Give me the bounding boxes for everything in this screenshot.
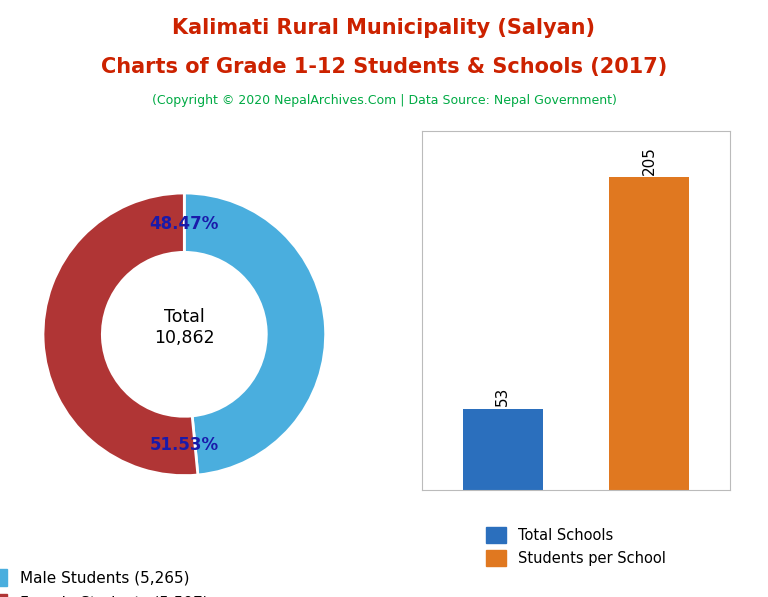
Text: 53: 53 [495,387,511,407]
Wedge shape [184,193,326,475]
Text: (Copyright © 2020 NepalArchives.Com | Data Source: Nepal Government): (Copyright © 2020 NepalArchives.Com | Da… [151,94,617,107]
Bar [609,177,690,490]
Legend: Male Students (5,265), Female Students (5,597): Male Students (5,265), Female Students (… [0,563,214,597]
Legend: Total Schools, Students per School: Total Schools, Students per School [480,521,672,572]
Text: 48.47%: 48.47% [150,215,219,233]
Text: Total
10,862: Total 10,862 [154,308,214,347]
Text: 51.53%: 51.53% [150,436,219,454]
Text: Charts of Grade 1-12 Students & Schools (2017): Charts of Grade 1-12 Students & Schools … [101,57,667,77]
Text: Kalimati Rural Municipality (Salyan): Kalimati Rural Municipality (Salyan) [173,18,595,38]
Text: 205: 205 [641,146,657,175]
Bar [462,409,543,490]
Wedge shape [43,193,198,476]
